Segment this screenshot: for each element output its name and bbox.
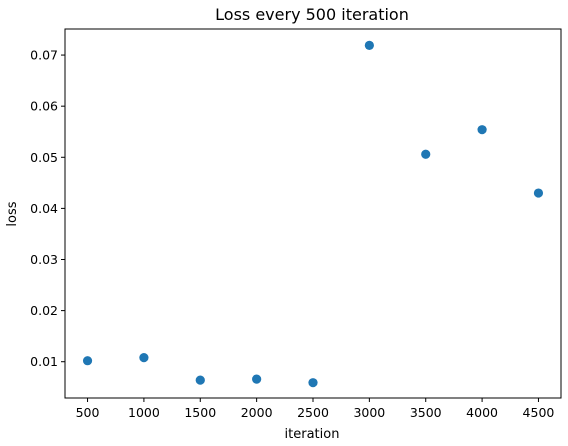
axes-frame xyxy=(64,28,562,399)
y-tick-label: 0.06 xyxy=(30,99,58,114)
x-axis-ticks: 500 1000 1500 2000 2500 3000 3500 4000 4500 xyxy=(76,398,555,420)
y-tick-label: 0.05 xyxy=(30,150,58,165)
data-point xyxy=(477,125,487,135)
chart-title: Loss every 500 iteration xyxy=(215,5,409,24)
data-points xyxy=(82,40,544,388)
y-tick-label: 0.03 xyxy=(30,252,58,267)
x-tick-label: 3000 xyxy=(353,405,385,420)
y-axis-ticks: 0.01 0.02 0.03 0.04 0.05 0.06 0.07 xyxy=(30,48,65,369)
x-tick-label: 1000 xyxy=(128,405,160,420)
data-point xyxy=(139,353,149,363)
y-axis-label: loss xyxy=(5,201,20,226)
x-tick-label: 1500 xyxy=(184,405,216,420)
data-point xyxy=(421,149,431,159)
data-point xyxy=(195,375,205,385)
x-tick-label: 500 xyxy=(76,405,100,420)
data-point xyxy=(533,188,544,198)
data-point xyxy=(82,356,93,366)
y-tick-label: 0.01 xyxy=(30,354,58,369)
y-tick-label: 0.07 xyxy=(30,48,58,63)
y-tick-label: 0.04 xyxy=(30,201,58,216)
x-tick-label: 3500 xyxy=(410,405,442,420)
x-tick-label: 4500 xyxy=(523,405,555,420)
x-tick-label: 2000 xyxy=(241,405,273,420)
x-tick-label: 2500 xyxy=(297,405,329,420)
data-point xyxy=(364,40,374,50)
x-axis-label: iteration xyxy=(285,427,340,442)
data-point xyxy=(308,378,318,388)
x-tick-label: 4000 xyxy=(466,405,498,420)
data-point xyxy=(252,374,262,384)
plot-area xyxy=(64,28,562,399)
y-tick-label: 0.02 xyxy=(30,303,58,318)
